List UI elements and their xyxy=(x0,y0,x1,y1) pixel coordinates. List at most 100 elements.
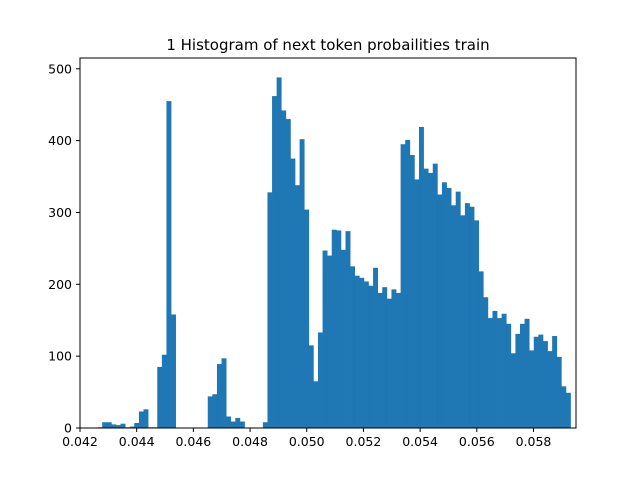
y-tick-label: 500 xyxy=(48,61,72,76)
histogram-bar xyxy=(267,192,273,428)
histogram-bar xyxy=(102,422,108,428)
x-tick-label: 0.042 xyxy=(62,434,98,449)
histogram-bar xyxy=(464,203,470,428)
histogram-bar xyxy=(561,386,567,428)
histogram-bar xyxy=(547,351,553,428)
histogram-bar xyxy=(373,267,379,428)
histogram-bar xyxy=(226,416,232,428)
x-tick-label: 0.044 xyxy=(119,434,155,449)
histogram-bar xyxy=(478,271,484,428)
histogram-bar xyxy=(423,168,429,428)
histogram-bar xyxy=(262,422,268,428)
histogram-bar xyxy=(386,298,392,428)
histogram-bar xyxy=(111,424,117,428)
histogram-bar xyxy=(368,285,374,428)
histogram-bar xyxy=(207,396,213,428)
histogram-bar xyxy=(295,185,300,428)
histogram-bar xyxy=(409,154,415,429)
plot-frame xyxy=(79,57,577,429)
histogram-bar xyxy=(446,188,452,428)
x-tick-label: 0.058 xyxy=(516,434,552,449)
y-tick-label: 100 xyxy=(48,349,72,364)
histogram-bar xyxy=(460,215,466,428)
histogram-bar xyxy=(414,179,420,428)
histogram-bar xyxy=(501,313,507,428)
histogram-bar xyxy=(451,205,457,428)
histogram-bar xyxy=(322,250,328,428)
histogram-bar xyxy=(552,336,558,428)
histogram-bar xyxy=(281,110,287,428)
histogram-bar xyxy=(272,96,277,428)
histogram-bar xyxy=(519,323,525,428)
histogram-bar xyxy=(359,277,365,428)
histogram-bar xyxy=(354,275,360,428)
histogram-bar xyxy=(134,422,140,428)
y-tick-label: 200 xyxy=(48,277,72,292)
histogram-bar xyxy=(230,421,236,428)
histogram-bar xyxy=(418,126,424,428)
histogram-bar xyxy=(120,423,126,428)
histogram-bar xyxy=(441,182,447,428)
histogram-bar xyxy=(432,163,438,429)
histogram-bar xyxy=(313,381,319,428)
x-tick-label: 0.056 xyxy=(459,434,495,449)
histogram-bar xyxy=(400,144,406,428)
histogram-bar xyxy=(533,336,539,428)
histogram-bar xyxy=(235,417,241,428)
histogram-bar xyxy=(317,332,323,428)
bar-group xyxy=(97,77,571,429)
histogram-bar xyxy=(469,206,475,428)
x-tick-label: 0.052 xyxy=(346,434,382,449)
histogram-bar xyxy=(538,334,544,428)
y-tick-label: 0 xyxy=(64,421,72,436)
histogram-bar xyxy=(382,287,388,428)
histogram-bar xyxy=(115,425,121,428)
x-tick-label: 0.048 xyxy=(232,434,268,449)
histogram-bar xyxy=(161,354,167,428)
histogram-bar xyxy=(497,318,502,428)
histogram-bar xyxy=(212,394,218,428)
histogram-bar xyxy=(290,158,296,428)
histogram-bar xyxy=(542,341,548,428)
histogram-bar xyxy=(308,345,314,428)
histogram-bar xyxy=(377,292,383,428)
y-axis-ticks: 0 100 200 300 400 500 xyxy=(48,61,80,436)
histogram-bar xyxy=(510,353,516,428)
histogram-bar xyxy=(285,119,291,428)
histogram-bar xyxy=(138,411,144,428)
x-axis-ticks: 0.042 0.044 0.046 0.048 0.050 0.052 0.054 0.056… xyxy=(62,428,551,449)
histogram-bar xyxy=(405,139,411,428)
histogram-bar xyxy=(529,350,535,428)
histogram-bar xyxy=(299,139,305,428)
histogram-bar xyxy=(391,289,397,428)
histogram-bar xyxy=(350,266,356,428)
histogram-bar xyxy=(565,392,571,428)
histogram-bar xyxy=(157,366,163,428)
histogram-bar xyxy=(239,421,245,428)
x-tick-label: 0.046 xyxy=(175,434,211,449)
histogram-bar xyxy=(363,281,369,428)
y-tick-label: 400 xyxy=(48,133,72,148)
histogram-bar xyxy=(483,297,489,428)
histogram-bar xyxy=(106,422,112,428)
y-tick-label: 300 xyxy=(48,205,72,220)
histogram-bar xyxy=(345,231,351,428)
histogram-bar xyxy=(216,364,222,428)
histogram-bar xyxy=(143,409,149,428)
histogram-bar xyxy=(474,220,480,428)
x-tick-label: 0.054 xyxy=(402,434,438,449)
x-tick-label: 0.050 xyxy=(289,434,325,449)
histogram-bar xyxy=(437,194,443,428)
histogram-bar xyxy=(304,209,310,428)
histogram-bar xyxy=(515,333,521,428)
histogram-bar xyxy=(524,318,530,428)
histogram-bar xyxy=(166,101,172,429)
histogram-bar xyxy=(336,230,342,428)
histogram-bar xyxy=(396,292,401,428)
histogram-bar xyxy=(221,358,227,428)
chart-title: 1 Histogram of next token probailities t… xyxy=(166,36,489,54)
histogram-bar xyxy=(327,255,333,428)
histogram-bar xyxy=(492,310,498,428)
histogram-bar xyxy=(340,249,346,428)
